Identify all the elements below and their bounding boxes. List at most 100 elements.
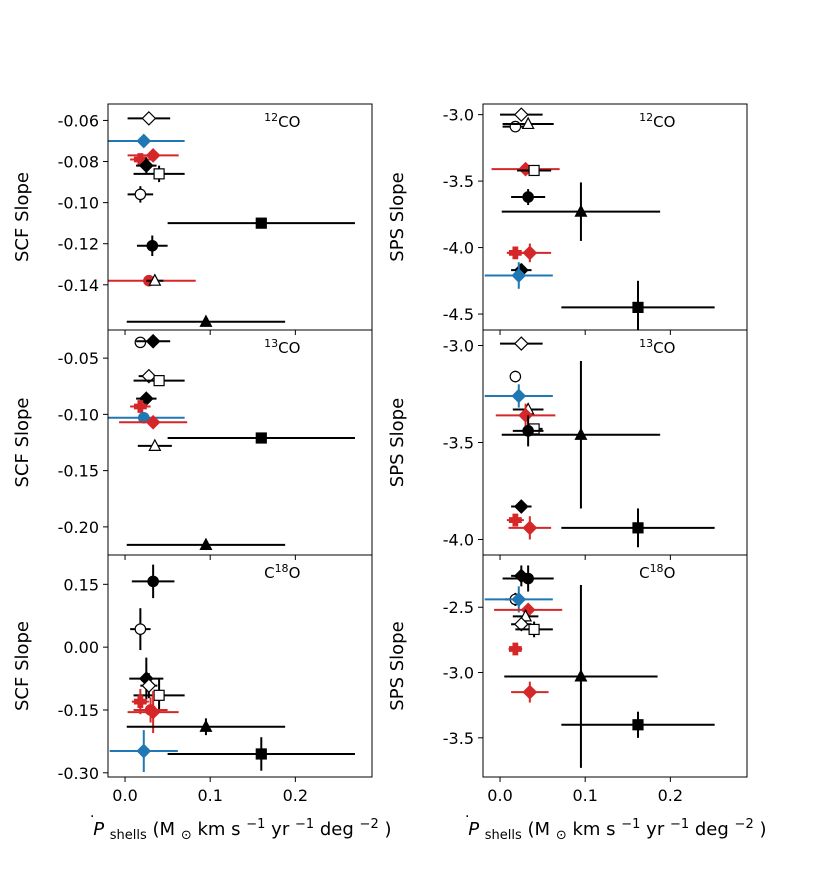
data-points (484, 565, 715, 768)
y-tick-label: -0.05 (58, 349, 99, 368)
marker-square (153, 168, 165, 180)
data-point-diamond (119, 414, 188, 430)
y-tick-label: -0.08 (58, 153, 99, 172)
marker-circle (522, 425, 534, 437)
marker-square (528, 164, 540, 177)
y-tick-label: -3.5 (443, 172, 474, 191)
marker-diamond (145, 414, 161, 430)
y-axis-label: SCF Slope (12, 621, 33, 711)
x-axis-label-left: · P shells (M ⊙ km s −1 yr −1 deg −2 ) (90, 805, 391, 844)
marker-circle (147, 575, 159, 588)
y-tick-label: -0.10 (58, 405, 99, 424)
xlabel-exp1: −1 (621, 817, 640, 832)
data-point-diamond (136, 157, 157, 174)
y-axis-label: SPS Slope (387, 621, 408, 710)
marker-square (255, 217, 267, 229)
y-tick-label: 0.15 (63, 575, 99, 594)
data-point-diamond (484, 586, 553, 613)
data-points (484, 107, 715, 330)
y-axis-label: SCF Slope (12, 397, 33, 487)
data-point-triangle (146, 273, 164, 286)
xlabel-units: (M (153, 819, 176, 840)
data-points (484, 336, 715, 548)
x-tick-label: 0.1 (197, 786, 222, 805)
xlabel-rest1: km s (197, 819, 240, 840)
y-tick-label: -0.15 (58, 462, 99, 481)
data-point-diamond (500, 336, 543, 351)
data-point-diamond (500, 107, 543, 122)
panel-title: C18O (264, 562, 300, 582)
data-point-diamond (495, 403, 556, 427)
panel-title-pre: C (639, 564, 649, 582)
xlabel-rest2: yr (271, 819, 290, 840)
marker-triangle (521, 116, 535, 130)
data-points (108, 111, 355, 327)
xlabel-exp2: −1 (670, 817, 689, 832)
panel-frame (107, 329, 373, 556)
panel-title-main: CO (653, 113, 675, 131)
panel-title-main: CO (278, 113, 300, 131)
y-tick-label: -3.5 (443, 729, 474, 748)
data-point-plus (508, 642, 523, 656)
xlabel-sub: shells (485, 828, 522, 843)
x-tick-label: 0.0 (487, 786, 512, 805)
y-tick-label: -4.0 (443, 530, 474, 549)
panel-title-main: O (289, 564, 301, 582)
data-point-plus (506, 513, 524, 527)
panel-scf-c18o: 0.15 0.00 -0.15 -0.30 0.0 0.1 0.2 SCF Slope C18O (12, 554, 373, 805)
marker-diamond (511, 268, 527, 283)
panel-title-main: O (664, 564, 676, 582)
xlabel-sub: shells (110, 828, 147, 843)
marker-square (153, 375, 165, 387)
panel-title-main: CO (653, 339, 675, 357)
data-point-triangle (502, 116, 554, 130)
panel-title-sup: 18 (650, 562, 664, 575)
data-point-circle (136, 235, 168, 257)
marker-diamond (141, 678, 157, 694)
panel-sps-13co: -3.0 -3.5 -4.0 SPS Slope 13CO (387, 329, 748, 560)
marker-circle (522, 572, 534, 585)
marker-diamond (513, 107, 529, 122)
marker-circle (144, 704, 157, 716)
xlabel-rest1: km s (572, 819, 615, 840)
xlabel-rest3: deg (320, 819, 354, 840)
y-tick-label: -0.14 (58, 276, 99, 295)
panel-title-main: CO (278, 339, 300, 357)
marker-diamond (522, 684, 538, 700)
marker-diamond (513, 616, 529, 632)
data-point-diamond (140, 673, 158, 699)
panel-title-sup: 18 (275, 562, 289, 575)
marker-circle (522, 191, 534, 203)
data-point-triangle (501, 361, 661, 509)
data-point-circle (134, 336, 147, 349)
marker-diamond (145, 333, 161, 349)
xlabel-close: ) (759, 819, 766, 840)
data-point-square (167, 737, 355, 771)
marker-triangle (148, 273, 162, 286)
marker-circle (134, 188, 147, 201)
data-point-triangle (126, 718, 286, 736)
xlabel-dot: · (90, 809, 94, 825)
y-tick-label: -4.5 (443, 305, 474, 324)
y-tick-label: -3.5 (443, 434, 474, 453)
data-point-diamond (508, 516, 552, 540)
x-tick-label: 0.2 (658, 786, 683, 805)
y-tick-label: -0.06 (58, 111, 99, 130)
y-axis-label: SPS Slope (387, 172, 408, 261)
marker-diamond (522, 245, 538, 261)
xlabel-exp1: −1 (246, 817, 265, 832)
data-point-square (133, 165, 185, 183)
xlabel-dot: · (465, 809, 469, 825)
marker-circle (134, 623, 147, 635)
y-tick-label: -4.0 (443, 239, 474, 258)
marker-square (255, 748, 267, 760)
panel-title: 12CO (639, 111, 675, 131)
marker-triangle (199, 314, 213, 327)
marker-diamond (136, 133, 152, 149)
xlabel-exp3: −2 (735, 817, 754, 832)
panel-frame (482, 103, 748, 331)
panel-frame (107, 554, 373, 778)
data-point-diamond (109, 730, 178, 772)
marker-triangle (574, 669, 588, 682)
x-tick-label: 0.2 (283, 786, 308, 805)
